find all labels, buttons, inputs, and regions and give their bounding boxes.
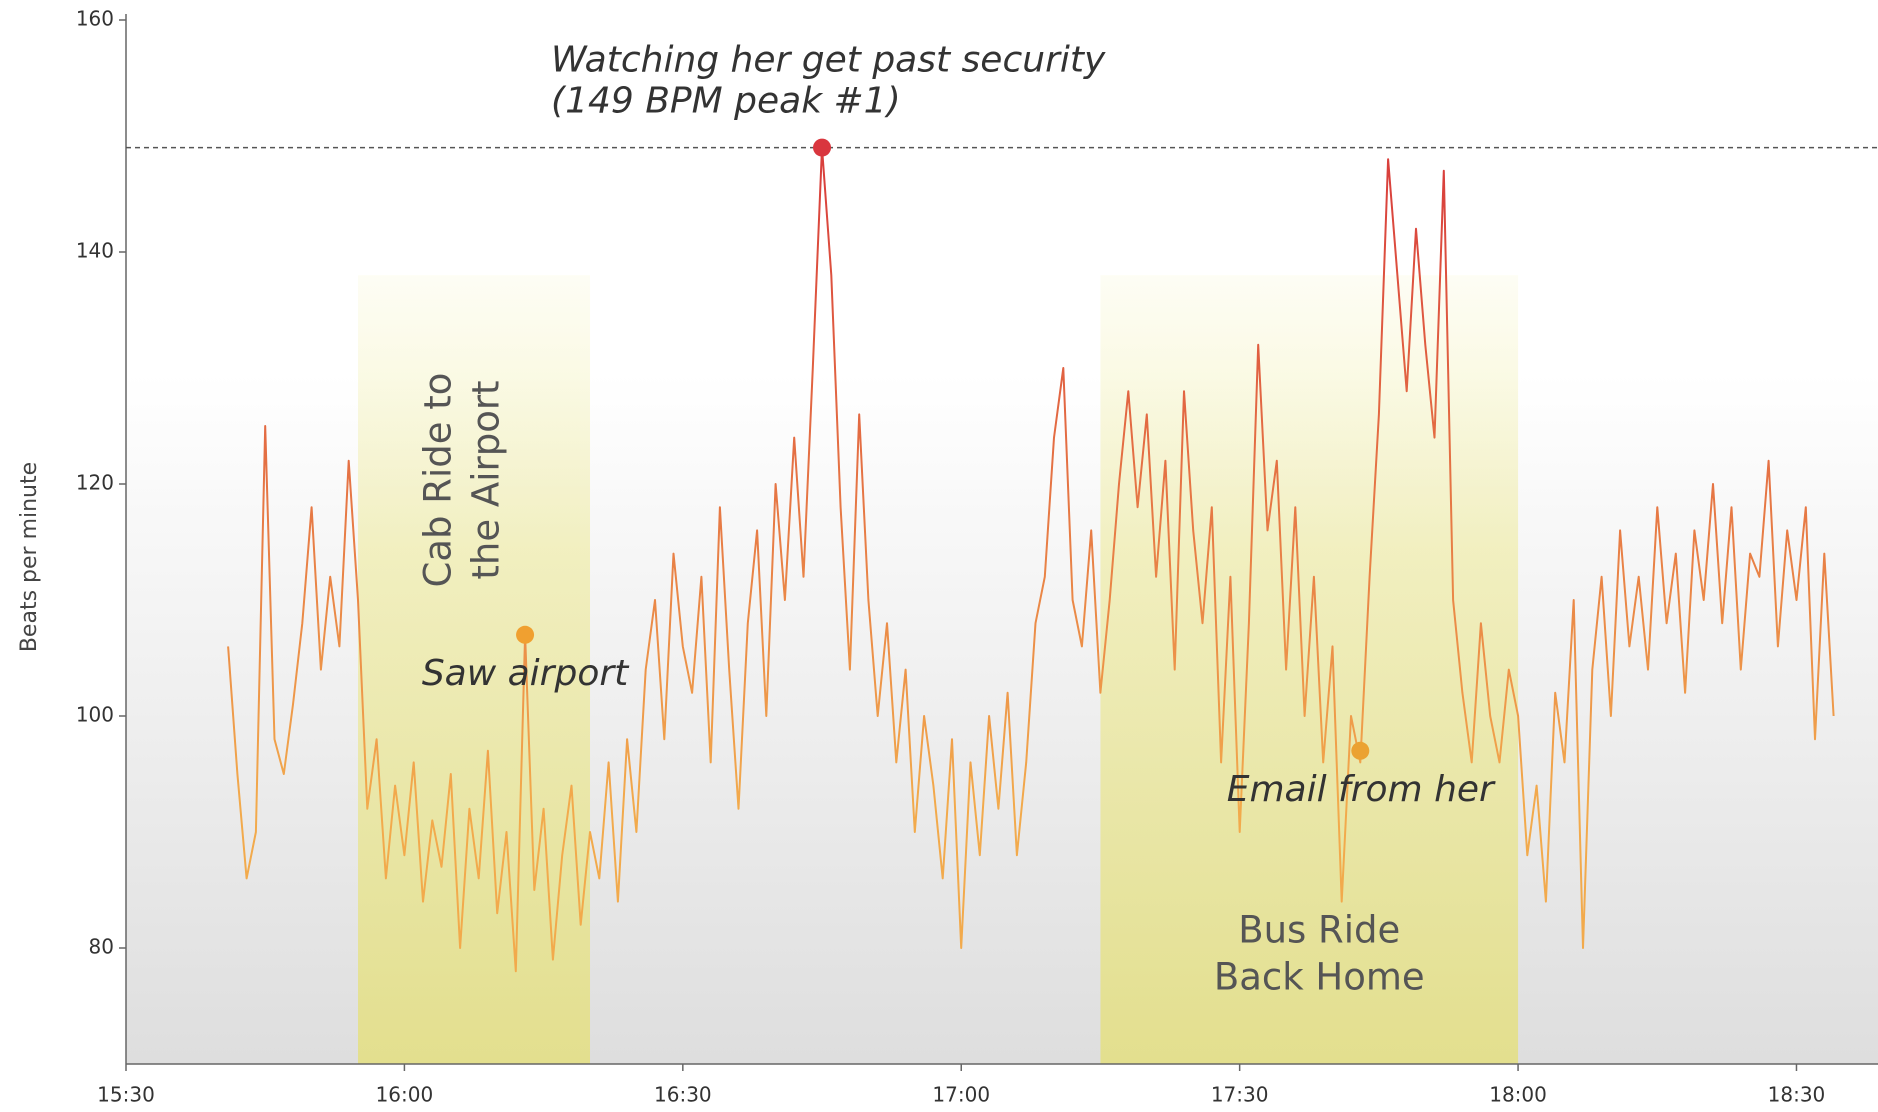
y-tick-label: 80 [89, 935, 114, 959]
x-tick-label: 16:30 [654, 1083, 712, 1107]
x-tick-label: 18:00 [1489, 1083, 1547, 1107]
x-tick-label: 15:30 [97, 1083, 155, 1107]
x-tick-label: 17:00 [932, 1083, 990, 1107]
heart-rate-line [227, 146, 1835, 973]
annotation-label: Saw airport [422, 653, 630, 694]
y-tick-label: 120 [76, 471, 114, 495]
x-tick-label: 18:30 [1768, 1083, 1826, 1107]
y-tick-label: 140 [76, 239, 114, 263]
x-tick-label: 16:00 [376, 1083, 434, 1107]
y-tick-label: 100 [76, 703, 114, 727]
band-label: Back Home [1214, 956, 1425, 999]
band-label: Bus Ride [1238, 909, 1400, 952]
annotation-label: Email from her [1227, 769, 1496, 810]
band-label: Cab Ride to [417, 373, 460, 588]
x-tick-label: 17:30 [1211, 1083, 1269, 1107]
annotation-point [1351, 741, 1370, 760]
band-label: the Airport [465, 380, 508, 579]
y-tick-label: 160 [76, 7, 114, 31]
y-axis-label: Beats per minute [17, 462, 42, 652]
annotation-label: Watching her get past security [551, 40, 1106, 81]
annotation-label: (149 BPM peak #1) [551, 81, 901, 122]
annotation-point [516, 625, 535, 644]
annotation-point [813, 138, 832, 157]
